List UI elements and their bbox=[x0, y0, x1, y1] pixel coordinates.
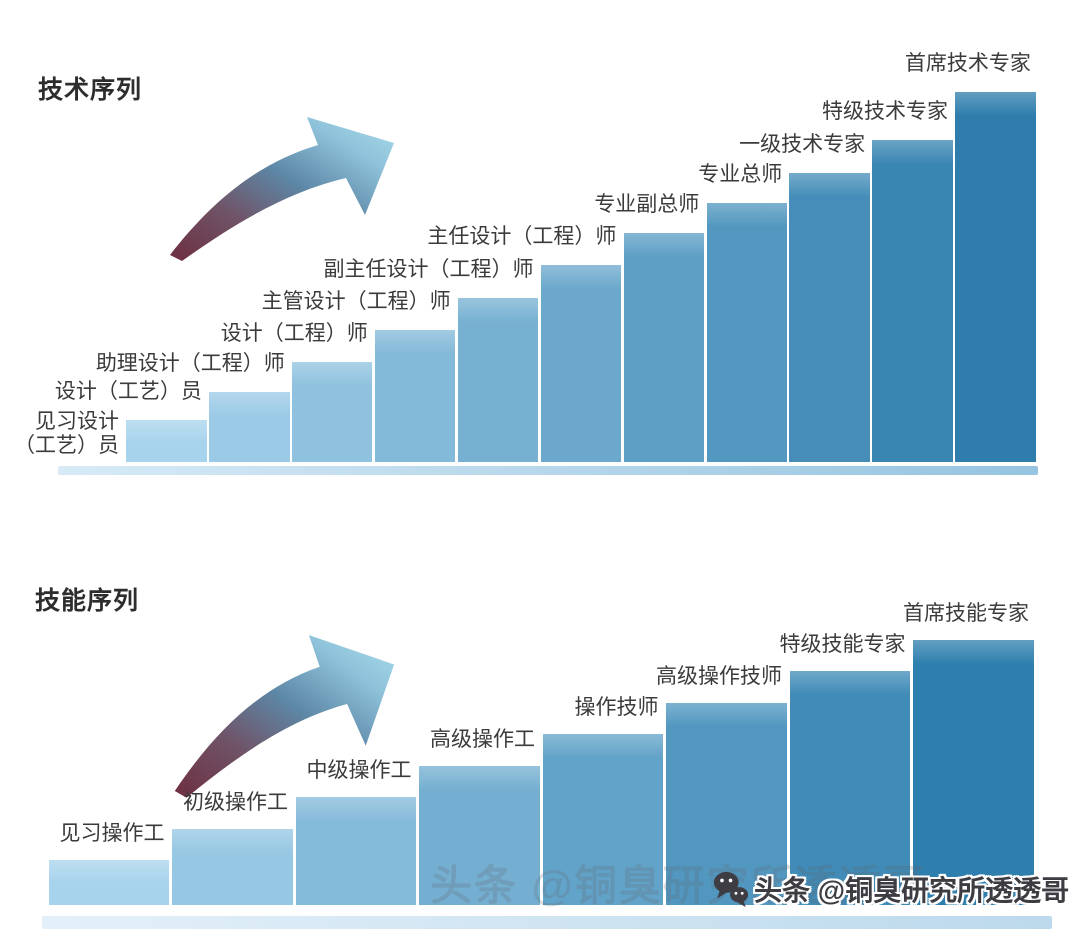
bar-level-11 bbox=[872, 140, 953, 462]
bar-level-9 bbox=[706, 203, 787, 462]
bar-label-level-4: 高级操作工 bbox=[430, 728, 535, 751]
bar-level-2 bbox=[126, 420, 207, 462]
bar-label-level-4: 设计（工程）师 bbox=[220, 322, 368, 345]
bar-level-1 bbox=[48, 860, 169, 905]
bar-label-level-2: 初级操作工 bbox=[183, 791, 288, 814]
watermark: 头条 @铜臭研究所透透哥 bbox=[712, 868, 1069, 910]
bar-level-12 bbox=[955, 92, 1036, 462]
bar-level-8 bbox=[623, 233, 705, 462]
bar-level-4 bbox=[419, 766, 540, 905]
bar-level-6 bbox=[666, 703, 787, 905]
growth-arrow-icon bbox=[170, 117, 394, 261]
watermark-text: 头条 @铜臭研究所透透哥 bbox=[754, 875, 1070, 906]
bar-label-level-10: 一级技术专家 bbox=[739, 133, 866, 156]
bar-level-6 bbox=[457, 298, 539, 462]
bar-level-4 bbox=[292, 362, 373, 462]
bar-label-level-2: 设计（工艺）员 bbox=[54, 380, 202, 403]
technical-sequence-title: 技术序列 bbox=[38, 76, 143, 104]
bar-label-level-5: 主管设计（工程）师 bbox=[261, 290, 451, 313]
bar-label-level-8: 首席技能专家 bbox=[903, 602, 1029, 625]
skill-sequence-title: 技能序列 bbox=[35, 587, 140, 615]
bar-level-10 bbox=[789, 173, 870, 462]
bar-level-8 bbox=[913, 640, 1034, 905]
bar-label-level-3: 助理设计（工程）师 bbox=[95, 352, 285, 375]
watermark-ghost-text: 头条 @铜臭研究所透透哥 bbox=[430, 862, 927, 909]
bar-level-3 bbox=[209, 392, 290, 462]
growth-arrow-icon bbox=[174, 635, 395, 798]
bar-level-7 bbox=[789, 671, 910, 905]
bar-label-level-3: 中级操作工 bbox=[306, 759, 412, 782]
bar-label-level-7: 特级技能专家 bbox=[779, 633, 906, 656]
bar-label-level-8: 专业副总师 bbox=[594, 193, 700, 216]
skill-sequence-baseline bbox=[42, 916, 1052, 929]
bar-level-5 bbox=[542, 734, 663, 905]
bar-level-2 bbox=[172, 829, 293, 905]
chat-bubbles-icon bbox=[713, 871, 749, 908]
technical-sequence-baseline bbox=[58, 466, 1038, 475]
bar-label-level-5: 操作技师 bbox=[574, 696, 659, 719]
bar-label-level-7: 主任设计（工程）师 bbox=[427, 225, 617, 248]
bar-label-level-1: 见习设计 （工艺）员 bbox=[14, 410, 119, 457]
bar-level-7 bbox=[540, 265, 622, 462]
bar-label-level-6: 副主任设计（工程）师 bbox=[323, 258, 534, 281]
bar-level-5 bbox=[374, 330, 456, 462]
bar-label-level-12: 首席技术专家 bbox=[904, 52, 1031, 75]
bar-label-level-6: 高级操作技师 bbox=[656, 665, 782, 688]
bar-label-level-1: 见习操作工 bbox=[59, 822, 165, 845]
bar-label-level-11: 特级技术专家 bbox=[822, 100, 948, 123]
bar-label-level-9: 专业总师 bbox=[698, 163, 783, 186]
bar-level-3 bbox=[295, 797, 416, 905]
